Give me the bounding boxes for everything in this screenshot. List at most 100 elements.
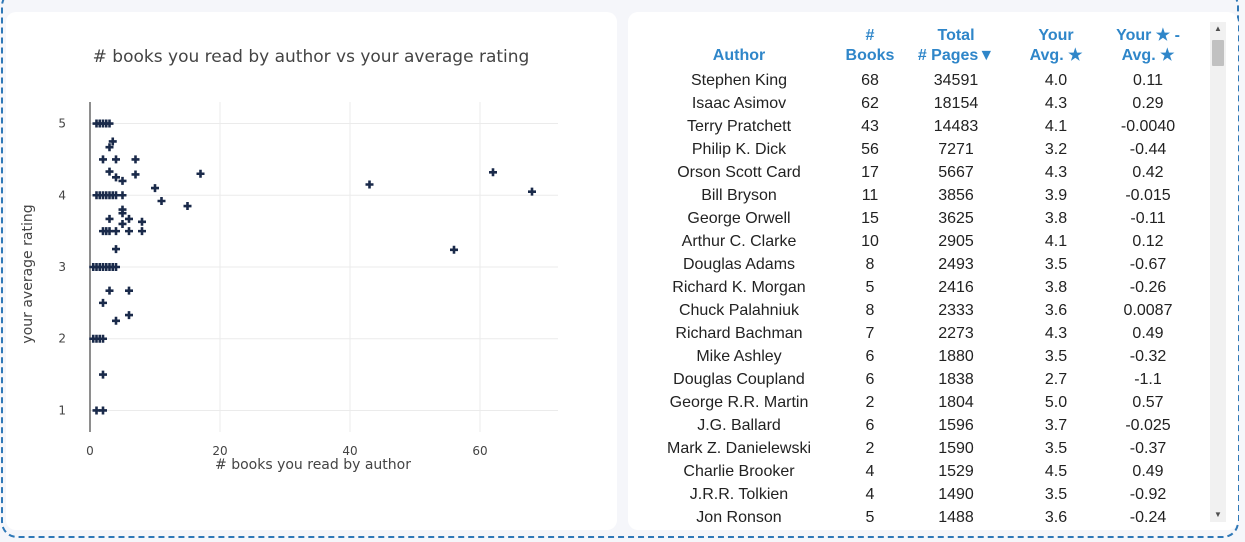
data-point[interactable] bbox=[528, 187, 536, 196]
data-point[interactable] bbox=[118, 176, 127, 185]
header-diff-line2: Avg. ★ bbox=[1121, 47, 1175, 64]
author-table-card: Author # Books Total # Pages▼ Your Avg. … bbox=[628, 12, 1238, 530]
data-point[interactable] bbox=[131, 170, 140, 179]
data-point[interactable] bbox=[196, 169, 205, 178]
author-cell: Orson Scott Card bbox=[677, 164, 801, 181]
data-point[interactable] bbox=[489, 168, 497, 177]
author-cell: Douglas Adams bbox=[682, 256, 796, 273]
data-point[interactable] bbox=[105, 214, 114, 223]
data-point[interactable] bbox=[112, 263, 120, 271]
pages-cell: 2333 bbox=[938, 302, 974, 319]
table-header: Author # Books Total # Pages▼ Your Avg. … bbox=[628, 12, 1210, 82]
scroll-up-arrow-icon[interactable]: ▲ bbox=[1214, 24, 1222, 33]
scroll-thumb[interactable] bbox=[1212, 40, 1224, 66]
rating-diff-cell: 0.49 bbox=[1132, 463, 1164, 480]
header-author-line2: Author bbox=[712, 47, 766, 64]
data-point[interactable] bbox=[125, 214, 133, 223]
header-your-avg[interactable]: Your Avg. ★ bbox=[1006, 26, 1106, 66]
books-cell: 15 bbox=[861, 210, 879, 227]
table-row: Stephen King 68 34591 4.0 0.11 bbox=[628, 69, 1210, 92]
data-points bbox=[89, 119, 536, 415]
rating-diff-cell: 0.0087 bbox=[1123, 302, 1173, 319]
data-point[interactable] bbox=[125, 286, 133, 295]
data-point[interactable] bbox=[112, 316, 120, 325]
author-cell: Bill Bryson bbox=[701, 187, 777, 204]
data-point[interactable] bbox=[99, 370, 107, 379]
data-point[interactable] bbox=[125, 311, 133, 320]
data-point[interactable] bbox=[131, 155, 140, 164]
data-point[interactable] bbox=[108, 137, 117, 146]
data-point[interactable] bbox=[99, 406, 107, 415]
author-cell: Stephen King bbox=[690, 72, 788, 89]
data-point[interactable] bbox=[450, 245, 458, 254]
books-cell: 8 bbox=[865, 302, 875, 319]
books-cell: 2 bbox=[865, 440, 875, 457]
y-tick-label: 4 bbox=[58, 188, 66, 202]
avg-rating-cell: 4.3 bbox=[1044, 164, 1068, 181]
data-point[interactable] bbox=[112, 227, 120, 236]
books-cell: 11 bbox=[861, 187, 879, 204]
data-point[interactable] bbox=[112, 173, 120, 182]
table-row: Mike Ashley 6 1880 3.5 -0.32 bbox=[628, 345, 1210, 368]
books-cell: 4 bbox=[865, 463, 875, 480]
data-point[interactable] bbox=[118, 219, 127, 228]
header-total-pages[interactable]: Total # Pages▼ bbox=[906, 26, 1006, 66]
table-row: Orson Scott Card 17 5667 4.3 0.42 bbox=[628, 161, 1210, 184]
table-row: Terry Pratchett 43 14483 4.1 -0.0040 bbox=[628, 115, 1210, 138]
author-cell: J.R.R. Tolkien bbox=[689, 486, 789, 503]
rating-diff-cell: -0.44 bbox=[1129, 141, 1167, 158]
rating-diff-cell: 0.42 bbox=[1132, 164, 1164, 181]
rating-diff-cell: 0.12 bbox=[1132, 233, 1164, 250]
avg-rating-cell: 5.0 bbox=[1044, 394, 1068, 411]
author-cell: Jon Ronson bbox=[696, 509, 782, 526]
table-row: Richard K. Morgan 5 2416 3.8 -0.26 bbox=[628, 276, 1210, 299]
pages-cell: 2905 bbox=[938, 233, 974, 250]
data-point[interactable] bbox=[105, 119, 114, 128]
data-point[interactable] bbox=[99, 298, 107, 307]
data-point[interactable] bbox=[157, 197, 166, 205]
data-point[interactable] bbox=[118, 191, 127, 200]
data-point[interactable] bbox=[105, 167, 114, 176]
author-cell: Philip K. Dick bbox=[691, 141, 787, 158]
data-point[interactable] bbox=[105, 143, 114, 152]
y-tick-label: 2 bbox=[58, 332, 66, 346]
books-cell: 5 bbox=[865, 509, 875, 526]
rating-diff-cell: 0.49 bbox=[1132, 325, 1164, 342]
pages-cell: 2493 bbox=[938, 256, 974, 273]
header-books[interactable]: # Books bbox=[820, 26, 920, 66]
pages-cell: 3625 bbox=[938, 210, 974, 227]
data-point[interactable] bbox=[151, 184, 159, 193]
data-point[interactable] bbox=[118, 209, 127, 218]
avg-rating-cell: 3.9 bbox=[1044, 187, 1068, 204]
rating-diff-cell: -0.11 bbox=[1130, 210, 1166, 227]
data-point[interactable] bbox=[99, 155, 107, 164]
data-point[interactable] bbox=[112, 155, 120, 164]
rating-diff-cell: -0.92 bbox=[1129, 486, 1167, 503]
table-row: Douglas Adams 8 2493 3.5 -0.67 bbox=[628, 253, 1210, 276]
avg-rating-cell: 4.3 bbox=[1044, 325, 1068, 342]
avg-rating-cell: 3.2 bbox=[1044, 141, 1068, 158]
data-point[interactable] bbox=[365, 180, 374, 189]
pages-cell: 1490 bbox=[938, 486, 974, 503]
data-point[interactable] bbox=[112, 245, 120, 254]
scroll-down-arrow-icon[interactable]: ▼ bbox=[1214, 510, 1222, 519]
pages-cell: 1590 bbox=[938, 440, 974, 457]
avg-rating-cell: 3.5 bbox=[1044, 440, 1068, 457]
table-scrollbar[interactable]: ▲ ▼ bbox=[1210, 22, 1226, 522]
avg-rating-cell: 4.5 bbox=[1044, 463, 1068, 480]
scatter-chart-card: # books you read by author vs your avera… bbox=[6, 12, 617, 530]
data-point[interactable] bbox=[125, 227, 133, 236]
data-point[interactable] bbox=[99, 334, 107, 343]
avg-rating-cell: 3.8 bbox=[1044, 279, 1068, 296]
pages-cell: 3856 bbox=[938, 187, 974, 204]
header-author[interactable]: Author bbox=[628, 26, 850, 66]
y-tick-label: 1 bbox=[58, 403, 66, 417]
author-cell: Mark Z. Danielewski bbox=[666, 440, 812, 457]
header-rating-diff[interactable]: Your ★ - Avg. ★ bbox=[1098, 26, 1198, 66]
data-point[interactable] bbox=[138, 227, 146, 236]
data-point[interactable] bbox=[138, 217, 146, 226]
table-row: Arthur C. Clarke 10 2905 4.1 0.12 bbox=[628, 230, 1210, 253]
data-point[interactable] bbox=[183, 202, 192, 211]
data-point[interactable] bbox=[105, 286, 114, 295]
